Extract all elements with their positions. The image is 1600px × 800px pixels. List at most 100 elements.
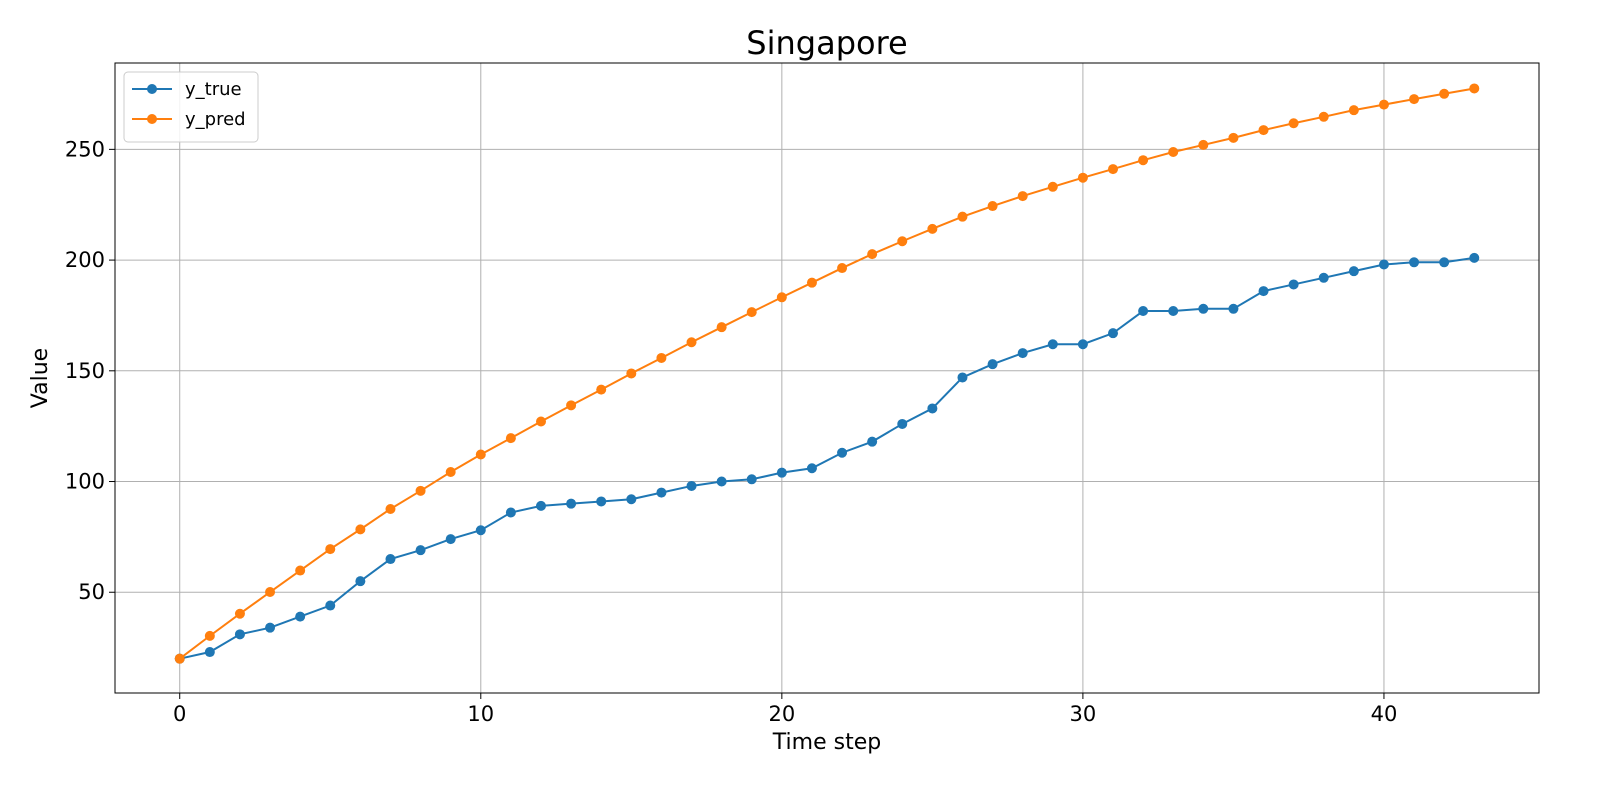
data-point — [325, 600, 336, 611]
data-point — [957, 211, 968, 222]
y-tick-label: 100 — [65, 470, 105, 494]
data-point — [927, 223, 938, 234]
data-point — [355, 524, 366, 535]
data-point — [1469, 83, 1480, 94]
data-point — [1108, 164, 1119, 175]
data-point — [957, 372, 968, 383]
data-point — [897, 418, 908, 429]
series-line — [179, 256, 1475, 660]
data-point — [234, 608, 245, 619]
data-point — [265, 587, 276, 598]
y-tick-label: 50 — [78, 580, 105, 604]
data-point — [204, 630, 215, 641]
data-point — [295, 611, 306, 622]
y-axis-label: Value — [28, 348, 53, 408]
data-point — [325, 544, 336, 555]
y-tick-label: 250 — [65, 137, 105, 161]
legend-marker — [147, 84, 157, 94]
plot-frame — [114, 62, 1540, 694]
data-point — [806, 277, 817, 288]
data-point — [1198, 139, 1209, 150]
data-point — [837, 447, 848, 458]
data-point — [656, 352, 667, 363]
data-point — [867, 249, 878, 260]
plot-series — [174, 83, 1480, 664]
y-tick-label: 150 — [65, 359, 105, 383]
data-point — [355, 576, 366, 587]
data-point — [626, 368, 637, 379]
data-point — [1288, 118, 1299, 129]
data-point — [265, 622, 276, 633]
data-point — [776, 292, 787, 303]
x-axis-label: Time step — [772, 730, 881, 755]
data-point — [505, 433, 516, 444]
data-point — [505, 507, 516, 518]
data-point — [1258, 286, 1269, 297]
data-point — [1168, 147, 1179, 158]
axis-ticks: 0 10 20 30 40 50 100 150 200 250 — [65, 137, 1397, 726]
series-line — [179, 87, 1475, 660]
data-point — [686, 337, 697, 348]
data-point — [1108, 328, 1119, 339]
data-point — [987, 359, 998, 370]
data-point — [415, 485, 426, 496]
data-point — [1288, 279, 1299, 290]
data-point — [1318, 272, 1329, 283]
series-y-pred — [174, 83, 1480, 664]
y-tick-label: 200 — [65, 248, 105, 272]
data-point — [1017, 191, 1028, 202]
data-point — [535, 500, 546, 511]
legend-item-y-true: y_true — [132, 79, 242, 100]
data-point — [566, 498, 577, 509]
x-tick-label: 10 — [467, 702, 494, 726]
data-point — [385, 503, 396, 514]
data-point — [1409, 257, 1420, 268]
data-point — [867, 436, 878, 447]
data-point — [1348, 105, 1359, 116]
data-point — [445, 534, 456, 545]
data-point — [1228, 132, 1239, 143]
data-point — [385, 554, 396, 565]
data-point — [1228, 303, 1239, 314]
data-point — [716, 322, 727, 333]
data-point — [746, 307, 757, 318]
data-point — [686, 480, 697, 491]
x-tick-label: 20 — [768, 702, 795, 726]
data-point — [566, 400, 577, 411]
legend-label: y_true — [185, 79, 242, 100]
data-point — [1318, 111, 1329, 122]
data-point — [1378, 99, 1389, 110]
data-point — [1168, 306, 1179, 317]
data-point — [204, 647, 215, 658]
legend-item-y-pred: y_pred — [132, 109, 246, 130]
legend: y_true y_pred — [123, 71, 259, 143]
data-point — [475, 525, 486, 536]
x-tick-label: 40 — [1371, 702, 1398, 726]
data-point — [626, 494, 637, 505]
data-point — [295, 565, 306, 576]
data-point — [1348, 266, 1359, 277]
data-point — [1077, 172, 1088, 183]
data-point — [415, 545, 426, 556]
data-point — [806, 463, 817, 474]
chart-title: Singapore — [746, 24, 907, 62]
x-tick-label: 30 — [1070, 702, 1097, 726]
legend-marker — [147, 114, 157, 124]
data-point — [1378, 259, 1389, 270]
data-point — [987, 201, 998, 212]
data-point — [1047, 339, 1058, 350]
data-point — [174, 653, 185, 664]
data-point — [596, 496, 607, 507]
grid-lines — [115, 63, 1539, 693]
data-point — [1138, 155, 1149, 166]
data-point — [1138, 306, 1149, 317]
data-point — [535, 416, 546, 427]
data-point — [837, 263, 848, 274]
data-point — [1439, 88, 1450, 99]
x-tick-label: 0 — [173, 702, 186, 726]
data-point — [1077, 339, 1088, 350]
data-point — [1198, 303, 1209, 314]
data-point — [1047, 181, 1058, 192]
